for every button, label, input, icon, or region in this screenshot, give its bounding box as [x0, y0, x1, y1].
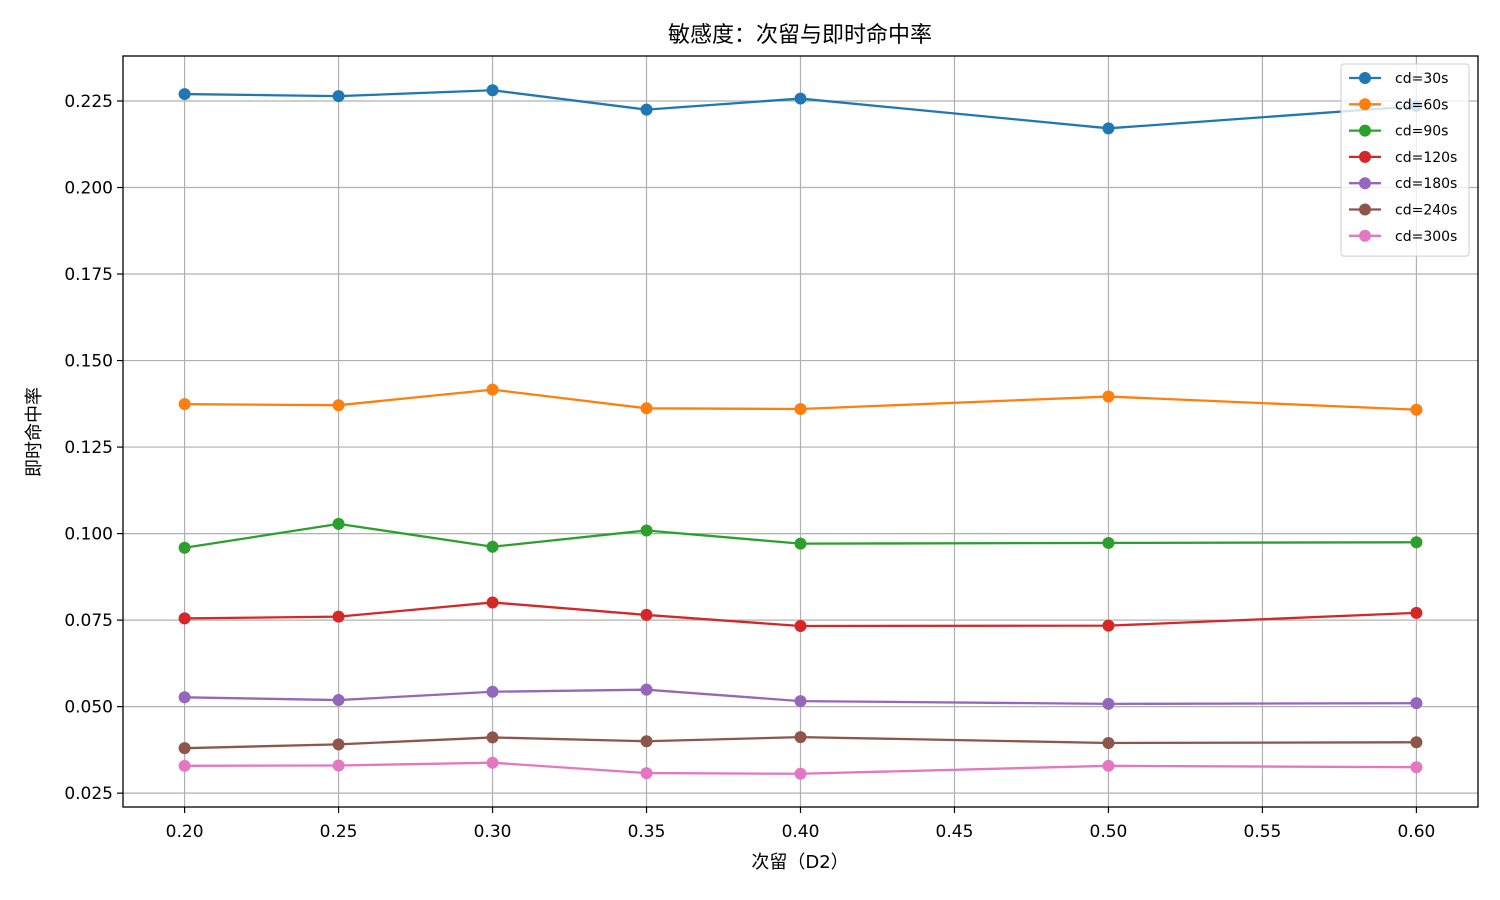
- data-point-cd-180s: [178, 691, 191, 704]
- legend-label-cd-90s: cd=90s: [1395, 124, 1448, 140]
- data-point-cd-240s: [1410, 736, 1423, 749]
- y-tick-label: 0.025: [64, 784, 113, 804]
- data-point-cd-60s: [486, 383, 499, 396]
- x-tick-label: 0.45: [936, 822, 974, 842]
- legend-label-cd-60s: cd=60s: [1395, 97, 1448, 113]
- x-tick-label: 0.55: [1244, 822, 1282, 842]
- data-point-cd-120s: [1102, 619, 1115, 632]
- data-point-cd-90s: [1410, 536, 1423, 549]
- data-point-cd-240s: [640, 735, 653, 748]
- data-point-cd-120s: [640, 608, 653, 621]
- y-axis: 0.025 0.050 0.075 0.100 0.125 0.150 0.175 0.200…: [64, 92, 123, 804]
- data-point-cd-30s: [178, 88, 191, 101]
- data-point-cd-300s: [640, 767, 653, 780]
- y-tick-label: 0.050: [64, 698, 113, 718]
- data-point-cd-300s: [1410, 761, 1423, 774]
- legend-marker-cd-300s: [1359, 229, 1371, 242]
- data-point-cd-180s: [640, 683, 653, 696]
- legend-label-cd-120s: cd=120s: [1395, 150, 1457, 166]
- legend-label-cd-240s: cd=240s: [1395, 203, 1457, 219]
- series-lines: [178, 84, 1423, 780]
- data-point-cd-300s: [178, 759, 191, 772]
- legend-marker-cd-120s: [1359, 150, 1371, 163]
- legend-label-cd-30s: cd=30s: [1395, 71, 1448, 87]
- legend-label-cd-300s: cd=300s: [1395, 229, 1457, 245]
- data-point-cd-180s: [1102, 697, 1115, 710]
- data-point-cd-240s: [332, 738, 345, 751]
- y-tick-label: 0.200: [64, 179, 113, 199]
- x-axis: 0.20 0.25 0.30 0.35 0.40 0.45 0.50 0.55 0.60: [166, 807, 1435, 842]
- data-point-cd-90s: [486, 540, 499, 553]
- x-tick-label: 0.30: [474, 822, 512, 842]
- data-point-cd-30s: [486, 84, 499, 97]
- data-point-cd-240s: [1102, 736, 1115, 749]
- x-tick-label: 0.35: [628, 822, 666, 842]
- legend: cd=30s cd=60s cd=90s cd=120s cd=180s cd=240s c…: [1340, 63, 1470, 257]
- y-tick-label: 0.100: [64, 525, 113, 545]
- y-tick-label: 0.150: [64, 352, 113, 372]
- data-point-cd-60s: [640, 402, 653, 415]
- data-point-cd-60s: [332, 399, 345, 412]
- x-axis-title: 次留（D2）: [751, 852, 848, 873]
- data-point-cd-120s: [486, 596, 499, 609]
- data-point-cd-30s: [640, 103, 653, 116]
- data-point-cd-120s: [332, 610, 345, 623]
- data-point-cd-300s: [332, 759, 345, 772]
- y-tick-label: 0.175: [64, 265, 113, 285]
- data-point-cd-180s: [794, 695, 807, 708]
- data-point-cd-90s: [178, 541, 191, 554]
- legend-marker-cd-60s: [1359, 98, 1371, 111]
- data-point-cd-180s: [1410, 697, 1423, 710]
- data-point-cd-60s: [1410, 403, 1423, 416]
- legend-box: [1340, 63, 1470, 257]
- chart-title: 敏感度：次留与即时命中率: [668, 23, 932, 48]
- x-tick-label: 0.40: [782, 822, 820, 842]
- data-point-cd-240s: [794, 731, 807, 744]
- data-point-cd-240s: [178, 742, 191, 755]
- data-point-cd-90s: [794, 537, 807, 550]
- data-point-cd-30s: [794, 92, 807, 105]
- data-point-cd-300s: [794, 767, 807, 780]
- data-point-cd-120s: [178, 612, 191, 625]
- data-point-cd-300s: [1102, 759, 1115, 772]
- data-point-cd-120s: [1410, 606, 1423, 619]
- data-point-cd-30s: [1102, 122, 1115, 135]
- data-point-cd-90s: [1102, 536, 1115, 549]
- x-tick-label: 0.50: [1090, 822, 1128, 842]
- data-point-cd-180s: [332, 694, 345, 707]
- y-tick-label: 0.075: [64, 611, 113, 631]
- data-point-cd-60s: [1102, 390, 1115, 403]
- x-tick-label: 0.60: [1397, 822, 1435, 842]
- x-tick-label: 0.20: [166, 822, 204, 842]
- data-point-cd-30s: [332, 90, 345, 103]
- legend-marker-cd-180s: [1359, 177, 1371, 190]
- legend-marker-cd-240s: [1359, 203, 1371, 216]
- y-axis-title: 即时命中率: [24, 387, 45, 477]
- y-tick-label: 0.225: [64, 92, 113, 112]
- data-point-cd-180s: [486, 685, 499, 698]
- data-point-cd-90s: [332, 517, 345, 530]
- data-point-cd-60s: [178, 398, 191, 411]
- legend-label-cd-180s: cd=180s: [1395, 176, 1457, 192]
- y-tick-label: 0.125: [64, 438, 113, 458]
- legend-marker-cd-30s: [1359, 72, 1371, 84]
- data-point-cd-120s: [794, 619, 807, 632]
- data-point-cd-60s: [794, 403, 807, 416]
- data-point-cd-240s: [486, 731, 499, 744]
- grid-lines: [123, 56, 1478, 807]
- legend-marker-cd-90s: [1359, 124, 1371, 137]
- x-tick-label: 0.25: [320, 822, 358, 842]
- data-point-cd-90s: [640, 524, 653, 537]
- data-point-cd-300s: [486, 756, 499, 769]
